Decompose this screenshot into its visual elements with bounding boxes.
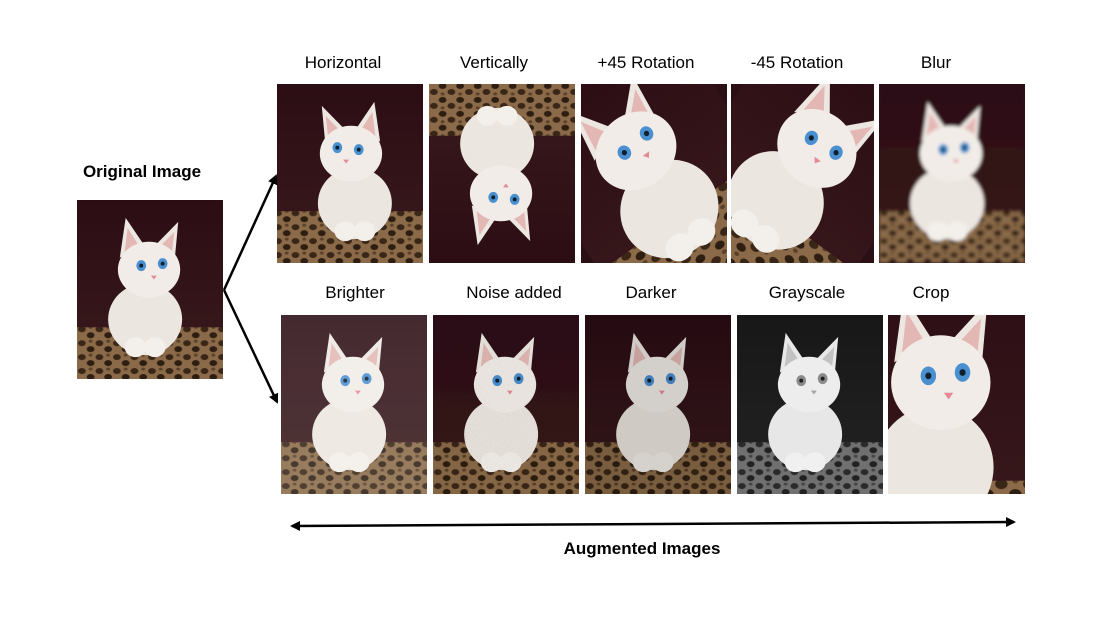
label-brighter: Brighter	[325, 283, 385, 302]
grayscale-image	[737, 315, 883, 494]
original-kitten-image	[77, 200, 223, 379]
label-minus45-rotation: -45 Rotation	[750, 53, 844, 72]
arrow-to-row2	[222, 289, 279, 404]
label-grayscale: Grayscale	[768, 283, 846, 302]
label-darker: Darker	[625, 283, 677, 302]
label-noise-added: Noise added	[466, 283, 562, 302]
label-crop: Crop	[912, 283, 950, 302]
brighter-image	[281, 315, 427, 494]
augmented-span-arrow	[290, 517, 1016, 531]
darker-image	[585, 315, 731, 494]
vertical-flip-image	[429, 84, 575, 263]
arrow-to-row1	[222, 174, 278, 291]
augmented-images-title: Augmented Images	[563, 539, 721, 558]
original-image-title: Original Image	[82, 162, 202, 181]
label-vertically: Vertically	[459, 53, 529, 72]
rotate-plus45-image	[581, 84, 727, 263]
crop-image	[888, 315, 1025, 494]
label-horizontal: Horizontal	[304, 53, 382, 72]
label-blur: Blur	[920, 53, 952, 72]
horizontal-flip-image	[277, 84, 423, 263]
blur-image	[879, 84, 1025, 263]
label-plus45-rotation: +45 Rotation	[597, 53, 695, 72]
noise-added-image	[433, 315, 579, 494]
rotate-minus45-image	[731, 84, 874, 263]
